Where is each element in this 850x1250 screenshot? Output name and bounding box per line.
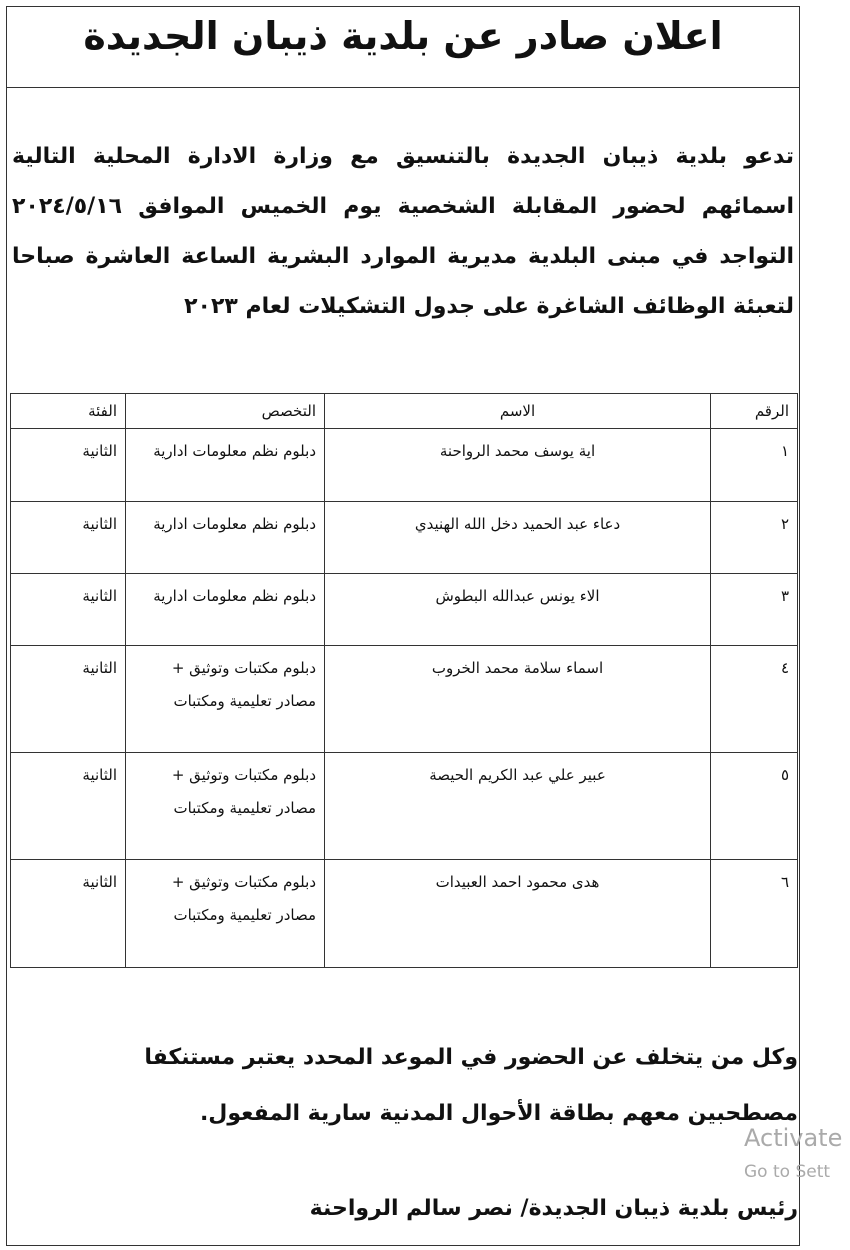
intro-line: التواجد في مبنى البلدية مديرية الموارد ا… [12,244,794,269]
frame [6,6,800,1246]
table-row: ٦ هدى محمود احمد العبيدات دبلوم مكتبات وتو… [10,859,798,968]
table-cell: الثانية [10,428,126,502]
table-row: ٥ عبير علي عبد الكريم الحيصة دبلوم مكتبات … [10,752,798,860]
table-cell: ٤ [710,645,798,753]
table-cell: دبلوم نظم معلومات ادارية [125,428,325,502]
table-cell: دبلوم نظم معلومات ادارية [125,501,325,574]
table-cell: عبير علي عبد الكريم الحيصة [324,752,711,860]
footer: وكل من يتخلف عن الحضور في الموعد المحدد … [40,1030,798,1142]
watermark: Activate [744,1124,843,1152]
table-cell: الثانية [10,859,126,968]
signature: رئيس بلدية ذيبان الجديدة/ نصر سالم الروا… [309,1196,798,1221]
table-cell: اية يوسف محمد الرواحنة [324,428,711,502]
table-cell: الثانية [10,573,126,646]
table-cell: دعاء عبد الحميد دخل الله الهنيدي [324,501,711,574]
table-row: ٤ اسماء سلامة محمد الخروب دبلوم مكتبات وتو… [10,645,798,753]
table-cell: الاء يونس عبدالله البطوش [324,573,711,646]
table-cell: دبلوم مكتبات وتوثيق + مصادر تعليمية ومكت… [125,859,325,968]
rule [7,87,799,88]
table-cell: ٢ [710,501,798,574]
table-cell: ١ [710,428,798,502]
table-cell: ٦ [710,859,798,968]
candidates-table: الرقم الاسم التخصص الفئة ١ اية يوسف محمد الرو… [10,393,798,968]
table-cell: ٣ [710,573,798,646]
table-cell: ٥ [710,752,798,860]
table-row: ٢ دعاء عبد الحميد دخل الله الهنيدي دبلوم ن… [10,501,798,574]
intro-line: لتعبئة الوظائف الشاغرة على جدول التشكيلا… [184,294,794,319]
column-header: الاسم [324,393,711,429]
footer-line: مصطحبين معهم بطاقة الأحوال المدنية سارية… [199,1101,798,1126]
table-cell: الثانية [10,752,126,860]
footer-line: وكل من يتخلف عن الحضور في الموعد المحدد … [144,1045,798,1070]
title: اعلان صادر عن بلدية ذيبان الجديدة [83,14,723,58]
intro-line: تدعو بلدية ذيبان الجديدة بالتنسيق مع وزا… [12,144,794,169]
column-header: الفئة [10,393,126,429]
table-cell: هدى محمود احمد العبيدات [324,859,711,968]
intro: تدعو بلدية ذيبان الجديدة بالتنسيق مع وزا… [12,132,794,332]
table-row: ١ اية يوسف محمد الرواحنة دبلوم نظم معلومات… [10,428,798,502]
column-header: الرقم [710,393,798,429]
watermark: Go to Sett [744,1162,831,1182]
header-row: الرقم الاسم التخصص الفئة [10,393,798,429]
intro-line: اسمائهم لحضور المقابلة الشخصية يوم الخمي… [12,194,794,219]
table-cell: اسماء سلامة محمد الخروب [324,645,711,753]
table-body: ١ اية يوسف محمد الرواحنة دبلوم نظم معلومات… [10,428,798,968]
table-cell: دبلوم مكتبات وتوثيق + مصادر تعليمية ومكت… [125,752,325,860]
table-row: ٣ الاء يونس عبدالله البطوش دبلوم نظم معلوم… [10,573,798,646]
table-cell: دبلوم مكتبات وتوثيق + مصادر تعليمية ومكت… [125,645,325,753]
table-cell: الثانية [10,501,126,574]
column-header: التخصص [125,393,325,429]
table-cell: دبلوم نظم معلومات ادارية [125,573,325,646]
table-cell: الثانية [10,645,126,753]
